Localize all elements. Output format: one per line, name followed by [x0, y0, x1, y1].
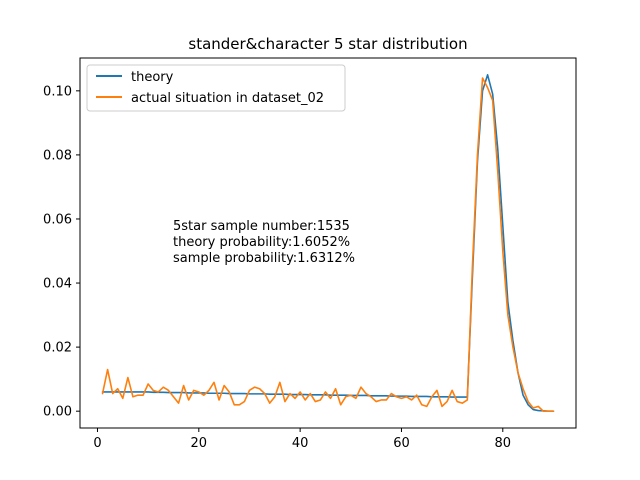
plot-frame [79, 57, 577, 429]
chart-title: stander&character 5 star distribution [188, 35, 467, 53]
x-tick-label: 80 [495, 436, 512, 451]
series-lines [101, 74, 555, 412]
y-tick-label: 0.00 [43, 405, 72, 420]
annotation-sample-probability: sample probability:1.6312% [173, 251, 355, 266]
x-tick-label: 60 [393, 436, 410, 451]
legend: theory actual situation in dataset_02 [86, 64, 346, 112]
annotation-theory-probability: theory probability:1.6052% [173, 235, 350, 250]
annotation-block: 5star sample number:1535 theory probabil… [173, 219, 355, 266]
series-line-actual [101, 77, 555, 412]
x-tick-label: 0 [93, 436, 101, 451]
y-tick-label: 0.02 [43, 341, 72, 356]
annotation-sample-number: 5star sample number:1535 [173, 219, 350, 234]
y-tick-label: 0.06 [43, 212, 72, 227]
legend-label-actual: actual situation in dataset_02 [131, 91, 324, 106]
axis-ticks: 0 20 40 60 80 0.00 0.02 0.04 0.06 0.08 0.10 [43, 84, 511, 451]
x-tick-label: 20 [191, 436, 208, 451]
legend-box [86, 64, 346, 112]
legend-label-theory: theory [131, 70, 174, 85]
y-tick-label: 0.10 [43, 84, 72, 99]
y-tick-label: 0.04 [43, 277, 72, 292]
x-tick-label: 40 [292, 436, 309, 451]
y-tick-label: 0.08 [43, 148, 72, 163]
